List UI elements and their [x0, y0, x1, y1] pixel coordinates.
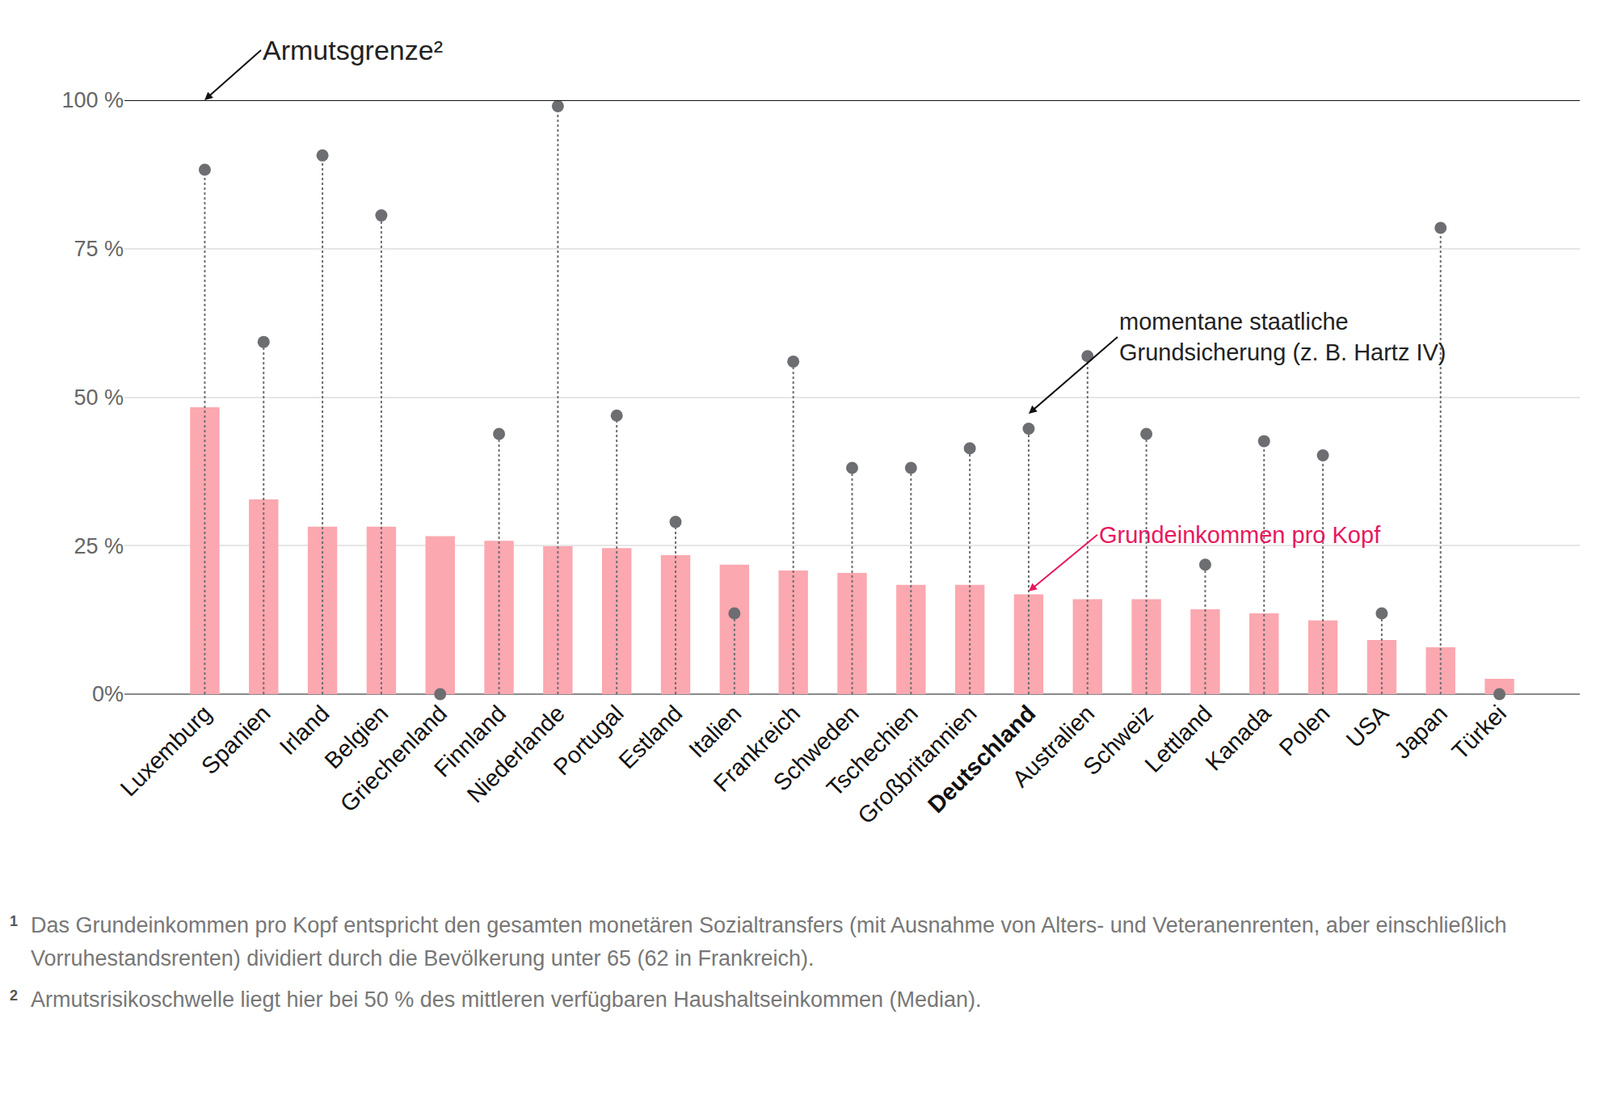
svg-text:Türkei: Türkei [1446, 699, 1512, 765]
svg-text:100 %: 100 % [61, 88, 124, 113]
svg-text:Portugal: Portugal [548, 699, 629, 780]
html-text:Das Grundeinkommen pro Kopf en: Das Grundeinkommen pro Kopf entspricht d… [30, 913, 1507, 971]
svg-text:75 %: 75 % [73, 236, 124, 262]
svg-text:momentane staatlicheGrundsiche: momentane staatlicheGrundsicherung (z. B… [1119, 308, 1447, 366]
svg-text:Schweden: Schweden [768, 699, 864, 796]
svg-text:Armutsgrenze²: Armutsgrenze² [262, 34, 443, 66]
svg-text:0%: 0% [92, 682, 124, 707]
svg-text:Frankreich: Frankreich [708, 699, 806, 797]
svg-text:Estland: Estland [613, 699, 687, 774]
svg-text:Japan: Japan [1389, 699, 1453, 763]
svg-text:Finnland: Finnland [429, 699, 511, 782]
svg-text:Polen: Polen [1274, 699, 1335, 761]
svg-text:USA: USA [1341, 699, 1394, 753]
svg-text:Spanien: Spanien [196, 699, 276, 779]
svg-text:Tschechien: Tschechien [821, 699, 923, 801]
html-text:Armutsrisikoschwelle liegt hie: Armutsrisikoschwelle liegt hier bei 50 %… [30, 987, 982, 1012]
svg-text:Australien: Australien [1006, 699, 1099, 792]
svg-text:Griechenland: Griechenland [335, 699, 453, 817]
svg-text:25 %: 25 % [73, 534, 124, 559]
svg-text:50 %: 50 % [73, 385, 124, 410]
svg-text:Luxemburg: Luxemburg [115, 699, 217, 801]
svg-text:Grundeinkommen pro Kopf: Grundeinkommen pro Kopf [1098, 522, 1382, 548]
svg-text:Lettland: Lettland [1139, 699, 1217, 778]
svg-text:Kanada: Kanada [1200, 699, 1276, 776]
svg-text:Deutschland: Deutschland [922, 699, 1041, 818]
svg-text:Niederlande: Niederlande [462, 699, 570, 808]
svg-text:Belgien: Belgien [319, 699, 393, 774]
svg-text:Irland: Irland [274, 699, 335, 760]
svg-text:Schweiz: Schweiz [1077, 699, 1158, 780]
html-text:2: 2 [9, 987, 18, 1004]
svg-text:Italien: Italien [683, 699, 746, 763]
svg-text:Großbritannien: Großbritannien [852, 699, 982, 829]
html-text:1: 1 [9, 913, 18, 930]
